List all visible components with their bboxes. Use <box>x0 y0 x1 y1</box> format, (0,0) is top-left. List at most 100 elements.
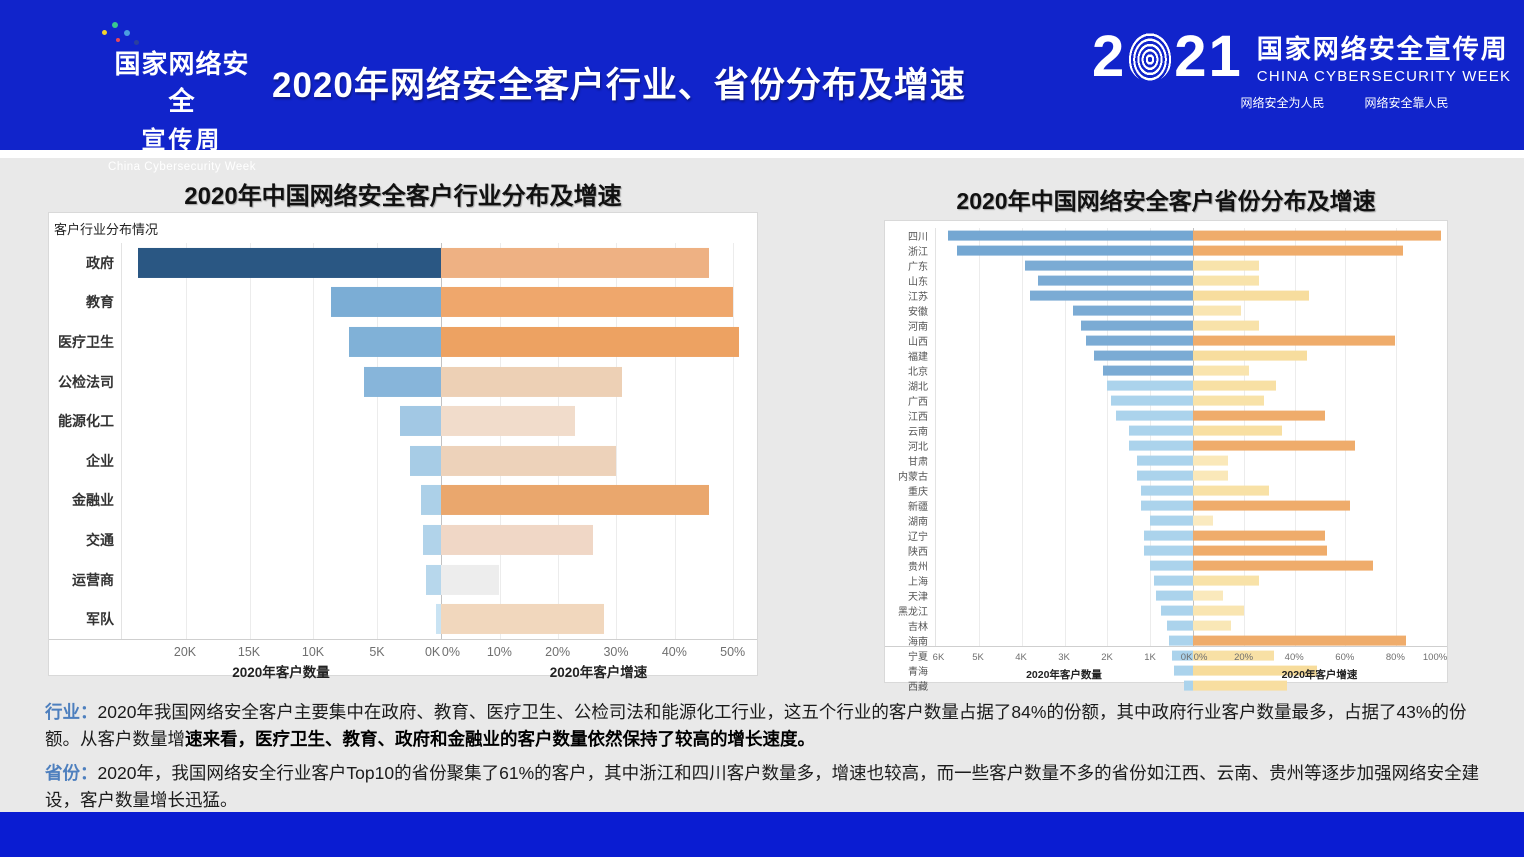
count-bar <box>1025 260 1193 271</box>
growth-tick-label: 50% <box>720 645 746 659</box>
row-label: 重庆 <box>908 487 928 498</box>
chart-row: 福建 <box>885 348 1447 363</box>
count-bar <box>1094 350 1193 361</box>
gridline <box>1107 228 1109 646</box>
growth-tick-label: 60% <box>1335 652 1355 663</box>
growth-bar <box>1193 410 1325 421</box>
row-label: 贵州 <box>908 562 928 573</box>
chart-row: 江西 <box>885 408 1447 423</box>
growth-bar <box>1193 350 1307 361</box>
count-tick-label: 5K <box>972 652 984 663</box>
count-bar <box>1128 440 1193 451</box>
growth-tick-label: 80% <box>1385 652 1405 663</box>
row-label: 企业 <box>86 452 114 469</box>
industry-summary-paragraph: 行业：2020年我国网络安全客户主要集中在政府、教育、医疗卫生、公检司法和能源化… <box>45 699 1485 753</box>
row-label: 教育 <box>86 294 114 311</box>
count-bar <box>1141 500 1193 511</box>
count-gridlines <box>935 228 1193 646</box>
chart-row: 上海 <box>885 573 1447 588</box>
count-bar <box>1143 545 1193 556</box>
count-axis-title: 2020年客户数量 <box>1026 669 1102 681</box>
axis-area: 6K 5K 4K 3K 2K 1K 0K 0% 20% 40% 60% 80% 100% 2020年客… <box>885 646 1447 683</box>
count-tick-label: 0K <box>1180 652 1193 663</box>
chart-row: 湖南 <box>885 513 1447 528</box>
growth-bar <box>1193 635 1406 646</box>
growth-tick-label: 10% <box>486 645 512 659</box>
chart-row: 重庆 <box>885 483 1447 498</box>
growth-bar <box>1193 320 1259 331</box>
count-bar <box>1137 455 1193 466</box>
growth-bar <box>1193 605 1244 616</box>
chart-row: 山东 <box>885 273 1447 288</box>
gridline <box>313 243 315 639</box>
growth-bar <box>1193 575 1259 586</box>
paragraph-text: 2020年我国网络安全客户主要集中在政府、教育、医疗卫生、公检司法和能源化工行业… <box>45 702 1467 750</box>
count-bar <box>1183 680 1193 691</box>
growth-tick-label: 20% <box>545 645 571 659</box>
logo-right-cn: 国家网络安全宣传周 <box>1256 34 1509 64</box>
paragraph-label: 省份： <box>45 763 98 783</box>
chart-row: 北京 <box>885 363 1447 378</box>
growth-bar <box>1193 275 1259 286</box>
row-label: 山西 <box>908 337 928 348</box>
growth-bar <box>1193 620 1231 631</box>
count-bar <box>1102 365 1193 376</box>
growth-bar <box>1193 440 1355 451</box>
chart-row: 运营商 <box>49 560 757 600</box>
row-label: 医疗卫生 <box>58 333 114 350</box>
growth-bar <box>1193 395 1264 406</box>
chart-row: 黑龙江 <box>885 603 1447 618</box>
count-tick-label: 5K <box>369 645 385 659</box>
gridline <box>1244 228 1246 646</box>
chart-row: 云南 <box>885 423 1447 438</box>
header-bar: 国家网络安全 宣传周 China Cybersecurity Week 2020… <box>0 0 1524 173</box>
chart-rows: 政府 教育 医疗卫生 公检法司 能源化工 企业 金融业 交通 运营商 军队 <box>49 243 757 639</box>
chart-row: 陕西 <box>885 543 1447 558</box>
row-label: 宁夏 <box>908 652 928 663</box>
count-bar <box>1141 485 1193 496</box>
chart-row: 青海 <box>885 663 1447 678</box>
row-label: 河北 <box>908 442 928 453</box>
paragraph-text-bold: 速来看，医疗卫生、教育、政府和金融业的客户数量依然保持了较高的增长速度。 <box>185 729 815 750</box>
count-tick-label: 3K <box>1058 652 1070 663</box>
count-tick-label: 10K <box>301 645 325 659</box>
growth-tick-label: 0% <box>1193 652 1208 663</box>
gridline <box>1345 228 1347 646</box>
row-label: 军队 <box>86 611 114 628</box>
growth-bar <box>441 287 733 318</box>
count-bar <box>137 247 441 278</box>
row-label: 江苏 <box>908 292 928 303</box>
count-bar <box>1150 515 1193 526</box>
count-bar <box>410 445 441 476</box>
row-label: 福建 <box>908 352 928 363</box>
row-label: 新疆 <box>908 502 928 513</box>
row-label: 浙江 <box>908 247 928 258</box>
count-bar <box>1173 665 1193 676</box>
gridline <box>1021 228 1023 646</box>
count-bar <box>348 326 441 358</box>
growth-bar <box>1193 530 1325 541</box>
gridline <box>978 228 980 646</box>
cybersecurity-week-logo: 国家网络安全 宣传周 China Cybersecurity Week <box>46 18 256 173</box>
growth-tick-label: 100% <box>1422 652 1448 663</box>
count-bar <box>420 485 441 516</box>
count-axis-ticks: 20K 15K 10K 5K 0K <box>121 645 441 659</box>
chart-row: 四川 <box>885 228 1447 243</box>
row-label: 湖南 <box>908 517 928 528</box>
growth-tick-label: 20% <box>1234 652 1254 663</box>
growth-bar <box>1193 260 1259 271</box>
chart-row: 医疗卫生 <box>49 322 757 362</box>
gridline <box>558 243 560 639</box>
count-tick-label: 20K <box>173 645 197 659</box>
count-bar <box>1171 650 1193 661</box>
count-tick-label: 4K <box>1015 652 1027 663</box>
count-tick-label: 15K <box>237 645 261 659</box>
growth-bar <box>1193 590 1224 601</box>
fingerprint-icon <box>1128 32 1173 82</box>
row-label: 广西 <box>908 397 928 408</box>
logo-cn-line2: 宣传周 <box>141 127 223 154</box>
count-bar <box>1137 470 1193 481</box>
gridline <box>500 243 502 639</box>
gridline <box>249 243 251 639</box>
